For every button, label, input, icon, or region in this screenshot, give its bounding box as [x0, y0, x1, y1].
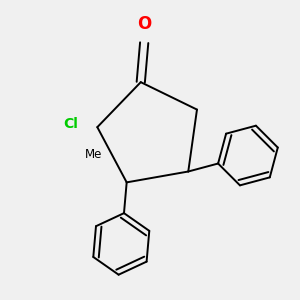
Text: Cl: Cl: [64, 117, 78, 131]
Text: O: O: [137, 15, 151, 33]
Text: Me: Me: [85, 148, 103, 161]
